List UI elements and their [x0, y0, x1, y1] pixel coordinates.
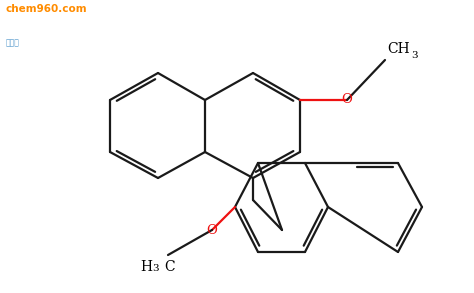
Text: 化工网: 化工网: [6, 38, 19, 47]
Text: chem960.com: chem960.com: [6, 4, 87, 14]
Text: CH: CH: [387, 42, 410, 56]
Text: C: C: [164, 260, 175, 274]
Text: O: O: [342, 93, 353, 106]
Text: 3: 3: [152, 263, 158, 272]
Text: 3: 3: [411, 50, 418, 59]
Text: O: O: [207, 224, 218, 236]
Text: H: H: [140, 260, 153, 274]
